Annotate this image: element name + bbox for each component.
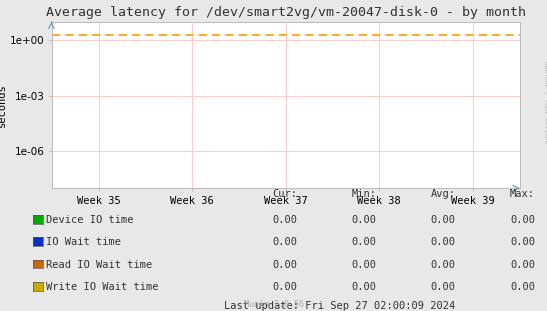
Text: 0.00: 0.00	[430, 260, 456, 270]
Text: IO Wait time: IO Wait time	[46, 237, 121, 247]
Text: Cur:: Cur:	[272, 189, 297, 199]
Text: Last update: Fri Sep 27 02:00:09 2024: Last update: Fri Sep 27 02:00:09 2024	[224, 301, 455, 311]
Text: Munin 2.0.56: Munin 2.0.56	[243, 300, 304, 309]
Text: 0.00: 0.00	[351, 260, 376, 270]
Text: 0.00: 0.00	[272, 237, 297, 247]
Text: 0.00: 0.00	[272, 260, 297, 270]
Text: 0.00: 0.00	[510, 237, 535, 247]
Text: Avg:: Avg:	[430, 189, 456, 199]
Text: 0.00: 0.00	[272, 215, 297, 225]
Text: Min:: Min:	[351, 189, 376, 199]
Text: 0.00: 0.00	[510, 260, 535, 270]
Text: 0.00: 0.00	[430, 282, 456, 292]
Text: Write IO Wait time: Write IO Wait time	[46, 282, 159, 292]
Text: RRDTOOL / TOBI OETIKER: RRDTOOL / TOBI OETIKER	[543, 61, 547, 144]
Y-axis label: seconds: seconds	[0, 83, 7, 127]
Title: Average latency for /dev/smart2vg/vm-20047-disk-0 - by month: Average latency for /dev/smart2vg/vm-200…	[46, 6, 526, 19]
Text: 0.00: 0.00	[430, 237, 456, 247]
Text: 0.00: 0.00	[272, 282, 297, 292]
Text: 0.00: 0.00	[351, 282, 376, 292]
Text: 0.00: 0.00	[510, 215, 535, 225]
Text: Max:: Max:	[510, 189, 535, 199]
Text: 0.00: 0.00	[351, 215, 376, 225]
Text: 0.00: 0.00	[351, 237, 376, 247]
Text: 0.00: 0.00	[510, 282, 535, 292]
Text: Read IO Wait time: Read IO Wait time	[46, 260, 153, 270]
Text: 0.00: 0.00	[430, 215, 456, 225]
Text: Device IO time: Device IO time	[46, 215, 134, 225]
